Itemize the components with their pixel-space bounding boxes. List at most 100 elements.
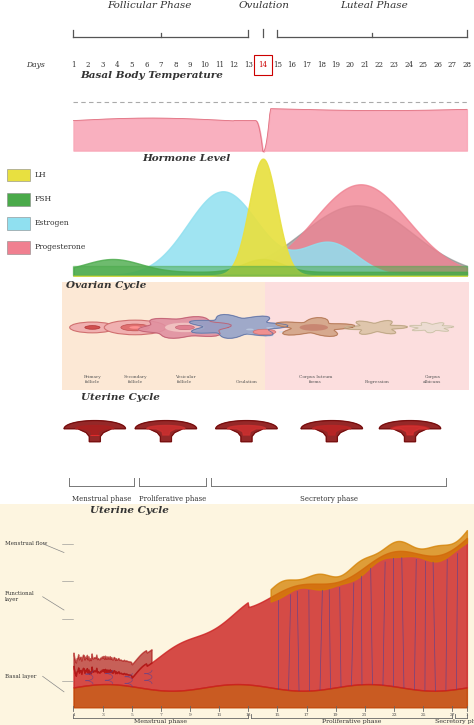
Text: 13: 13 — [246, 713, 251, 717]
Text: Corpus luteum
forms: Corpus luteum forms — [299, 375, 332, 384]
FancyBboxPatch shape — [7, 193, 30, 206]
Text: 18: 18 — [317, 62, 326, 70]
Text: 1: 1 — [72, 713, 75, 717]
Polygon shape — [379, 420, 441, 442]
FancyBboxPatch shape — [7, 169, 30, 181]
Text: 20: 20 — [346, 62, 355, 70]
Circle shape — [266, 335, 274, 337]
Polygon shape — [216, 420, 277, 442]
Polygon shape — [191, 315, 286, 338]
Text: 11: 11 — [217, 713, 222, 717]
Text: 1: 1 — [71, 62, 76, 70]
Text: 17: 17 — [304, 713, 310, 717]
Text: 13: 13 — [244, 62, 253, 70]
Text: 7: 7 — [159, 62, 163, 70]
Text: Progesterone: Progesterone — [34, 244, 85, 252]
FancyBboxPatch shape — [7, 241, 30, 254]
Text: Primary
follicle: Primary follicle — [83, 375, 101, 384]
Text: Corpus
albicans: Corpus albicans — [423, 375, 441, 384]
Circle shape — [92, 435, 96, 436]
FancyBboxPatch shape — [7, 217, 30, 230]
Circle shape — [246, 328, 254, 331]
Text: Menstrual phase: Menstrual phase — [72, 495, 131, 503]
Text: 21: 21 — [362, 713, 368, 717]
Text: 16: 16 — [288, 62, 297, 70]
Text: 9: 9 — [188, 62, 192, 70]
Text: 8: 8 — [173, 62, 178, 70]
Polygon shape — [228, 426, 265, 435]
Text: 26: 26 — [433, 62, 442, 70]
Text: Secretory phase: Secretory phase — [435, 719, 474, 724]
FancyBboxPatch shape — [265, 283, 469, 390]
Polygon shape — [391, 426, 429, 435]
Text: 23: 23 — [391, 713, 397, 717]
Polygon shape — [135, 420, 197, 442]
Text: 23: 23 — [390, 62, 399, 70]
Polygon shape — [147, 426, 185, 435]
Circle shape — [97, 435, 100, 436]
Text: 24: 24 — [404, 62, 413, 70]
Circle shape — [279, 331, 286, 333]
Text: Hormone Level: Hormone Level — [142, 154, 230, 162]
Text: 6: 6 — [144, 62, 148, 70]
Circle shape — [85, 326, 100, 329]
Circle shape — [246, 334, 254, 336]
Circle shape — [129, 326, 141, 329]
Text: 25: 25 — [420, 713, 426, 717]
Text: Ovarian Cycle: Ovarian Cycle — [66, 281, 147, 291]
Polygon shape — [301, 420, 363, 442]
Text: Luteal Phase: Luteal Phase — [341, 1, 408, 10]
Circle shape — [90, 435, 93, 436]
Circle shape — [253, 329, 276, 335]
Text: Secretory phase: Secretory phase — [301, 495, 358, 503]
Circle shape — [300, 324, 328, 331]
Polygon shape — [393, 426, 427, 435]
Text: 14: 14 — [258, 62, 267, 70]
Text: 4: 4 — [115, 62, 119, 70]
Text: 11: 11 — [215, 62, 224, 70]
FancyBboxPatch shape — [62, 283, 265, 390]
Polygon shape — [76, 426, 114, 435]
Text: Secondary
follicle: Secondary follicle — [123, 375, 147, 384]
Text: 1: 1 — [465, 713, 468, 717]
Text: Basal Body Temperature: Basal Body Temperature — [81, 70, 223, 80]
Text: Menstrual phase: Menstrual phase — [135, 719, 187, 724]
Text: Uterine Cycle: Uterine Cycle — [90, 506, 169, 515]
FancyBboxPatch shape — [0, 504, 474, 725]
Text: FSH: FSH — [34, 195, 51, 203]
Polygon shape — [344, 320, 407, 334]
Circle shape — [104, 320, 166, 335]
Text: 25: 25 — [419, 62, 428, 70]
Text: 5: 5 — [129, 62, 134, 70]
Text: 27: 27 — [449, 713, 455, 717]
Text: 15: 15 — [273, 62, 282, 70]
Text: 7: 7 — [160, 713, 162, 717]
Text: 9: 9 — [189, 713, 191, 717]
Text: 27: 27 — [448, 62, 457, 70]
Text: 21: 21 — [360, 62, 369, 70]
Text: Functional
layer: Functional layer — [5, 592, 35, 602]
Circle shape — [94, 435, 98, 436]
Polygon shape — [138, 317, 231, 339]
Circle shape — [70, 322, 115, 333]
Text: Menstrual flow: Menstrual flow — [5, 541, 47, 546]
Circle shape — [266, 327, 274, 328]
Text: Follicular Phase: Follicular Phase — [107, 1, 191, 10]
Text: Proliferative phase: Proliferative phase — [322, 719, 381, 724]
Text: 10: 10 — [200, 62, 209, 70]
Text: 12: 12 — [229, 62, 238, 70]
Text: Regression: Regression — [365, 380, 389, 384]
Text: 15: 15 — [275, 713, 280, 717]
Text: Ovulation: Ovulation — [239, 1, 290, 10]
Circle shape — [279, 331, 286, 333]
Text: Basal layer: Basal layer — [5, 674, 36, 679]
Text: Days: Days — [26, 62, 45, 70]
Text: Uterine Cycle: Uterine Cycle — [81, 393, 159, 402]
Polygon shape — [410, 323, 454, 333]
Text: 17: 17 — [302, 62, 311, 70]
Text: Ovulation: Ovulation — [236, 380, 257, 384]
Text: 22: 22 — [375, 62, 384, 70]
Text: 5: 5 — [130, 713, 133, 717]
Polygon shape — [64, 420, 126, 442]
Text: LH: LH — [34, 171, 46, 179]
